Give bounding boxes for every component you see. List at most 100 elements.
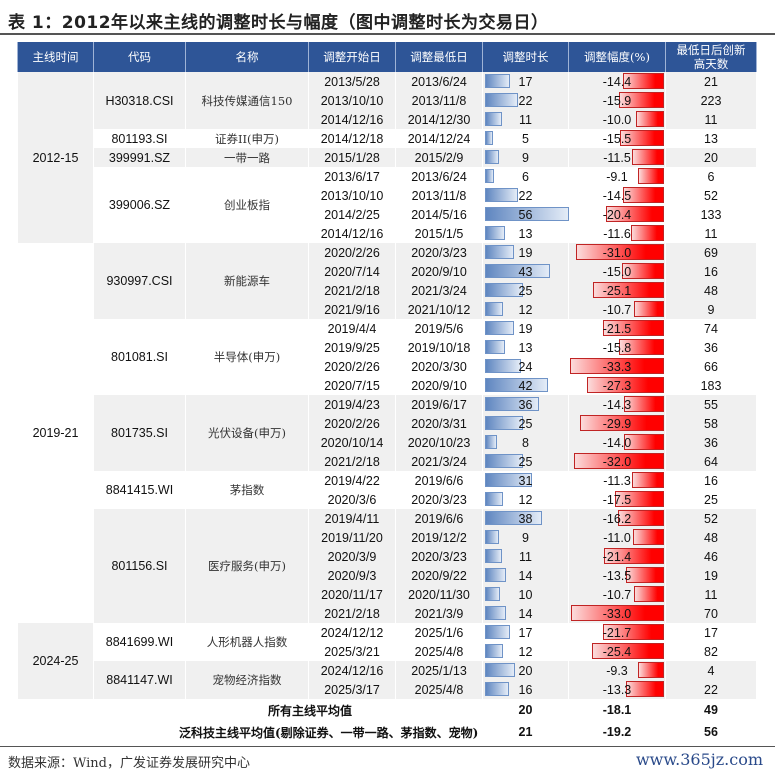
name-cell: 新能源车 xyxy=(185,243,309,319)
amplitude-bar xyxy=(604,548,664,564)
start-date-cell: 2013/10/10 xyxy=(308,91,396,110)
table-row: 8841415.WI 茅指数 2019/4/22 2019/6/6 31 -11.3 16 xyxy=(18,471,757,509)
duration-value: 9 xyxy=(522,150,529,165)
duration-value: 12 xyxy=(518,302,533,317)
new-high-days-cell: 70 xyxy=(665,604,757,623)
table-row: 2013/10/10 2013/11/8 22 -15.9 223 xyxy=(18,91,757,110)
col-header-duration: 调整时长 xyxy=(482,42,569,72)
code-cell: 801081.SI xyxy=(93,319,186,395)
start-date-cell: 2015/1/28 xyxy=(308,148,396,167)
amplitude-bar xyxy=(587,377,664,393)
start-date-cell: 2020/2/26 xyxy=(308,243,396,262)
duration-cell: 14 xyxy=(482,604,569,623)
new-high-days-cell: 183 xyxy=(665,376,757,395)
watermark: www.365jz.com xyxy=(635,750,763,769)
amplitude-value: -31.0 xyxy=(602,245,632,260)
name-cell: 一带一路 xyxy=(185,148,309,167)
amplitude-bar xyxy=(632,472,664,488)
duration-bar xyxy=(485,625,510,639)
amplitude-bar xyxy=(624,434,664,450)
new-high-days-cell: 52 xyxy=(665,509,757,528)
table-row: 2021/2/18 2021/3/24 25 -32.0 64 xyxy=(18,452,757,471)
amplitude-value: -21.4 xyxy=(602,549,632,564)
new-high-days-cell: 69 xyxy=(665,243,757,262)
amplitude-value: -33.3 xyxy=(602,359,632,374)
table-row: 2020/3/9 2020/3/23 11 -21.4 46 xyxy=(18,547,757,566)
amplitude-cell: -21.5 xyxy=(568,319,666,338)
average-amplitude: -19.2 xyxy=(568,721,666,743)
new-high-days-cell: 36 xyxy=(665,338,757,357)
amplitude-cell: -10.0 xyxy=(568,110,666,129)
amplitude-cell: -9.3 xyxy=(568,661,666,680)
code-cell: 801193.SI xyxy=(93,129,186,148)
header-row: 主线时间 代码 名称 调整开始日 调整最低日 调整时长 调整幅度(%) 最低日后… xyxy=(17,42,757,72)
low-date-cell: 2025/1/13 xyxy=(395,661,483,680)
start-date-cell: 2020/9/3 xyxy=(308,566,396,585)
start-date-cell: 2021/2/18 xyxy=(308,452,396,471)
duration-value: 16 xyxy=(518,682,533,697)
average-days: 49 xyxy=(665,699,757,721)
duration-value: 42 xyxy=(518,378,533,393)
duration-bar xyxy=(485,340,505,354)
amplitude-bar xyxy=(631,225,664,241)
duration-bar xyxy=(485,150,499,164)
table-row: 2025/3/17 2025/4/8 16 -13.3 22 xyxy=(18,680,757,699)
amplitude-value: -21.7 xyxy=(602,625,632,640)
code-cell: 801156.SI xyxy=(93,509,186,623)
duration-cell: 8 xyxy=(482,433,569,452)
duration-cell: 36 xyxy=(482,395,569,414)
title-divider xyxy=(0,33,775,35)
code-cell: 930997.CSI xyxy=(93,243,186,319)
code-cell: H30318.CSI xyxy=(93,72,186,129)
low-date-cell: 2019/6/6 xyxy=(395,471,483,490)
amplitude-cell: -17.5 xyxy=(568,490,666,509)
duration-cell: 11 xyxy=(482,547,569,566)
table-row: 2012-15 H30318.CSI 科技传媒通信150 2013/5/28 2013/… xyxy=(17,72,757,243)
col-header-new-high-days: 最低日后创新 高天数 xyxy=(665,42,757,72)
duration-bar xyxy=(485,188,518,202)
low-date-cell: 2020/9/22 xyxy=(395,566,483,585)
amplitude-value: -11.6 xyxy=(603,226,631,241)
new-high-days-cell: 58 xyxy=(665,414,757,433)
name-cell: 人形机器人指数 xyxy=(185,623,309,661)
code-cell: 8841699.WI xyxy=(93,623,186,661)
table-row: 2020/9/3 2020/9/22 14 -13.5 19 xyxy=(18,566,757,585)
average-label: 所有主线平均值 xyxy=(93,699,483,721)
table-body: 2012-15 H30318.CSI 科技传媒通信150 2013/5/28 2013/… xyxy=(17,72,757,743)
start-date-cell: 2013/6/17 xyxy=(308,167,396,186)
amplitude-cell: -21.4 xyxy=(568,547,666,566)
duration-cell: 16 xyxy=(482,680,569,699)
table-row: 2020/10/14 2020/10/23 8 -14.0 36 xyxy=(18,433,757,452)
duration-bar xyxy=(485,93,518,107)
duration-cell: 25 xyxy=(482,452,569,471)
average-row: 泛科技主线平均值(剔除证券、一带一路、茅指数、宠物) 21 -19.2 56 xyxy=(17,721,757,743)
low-date-cell: 2020/11/30 xyxy=(395,585,483,604)
duration-value: 13 xyxy=(518,340,533,355)
amplitude-value: -11.5 xyxy=(603,150,631,165)
duration-value: 31 xyxy=(518,473,533,488)
amplitude-value: -10.7 xyxy=(602,302,632,317)
duration-value: 5 xyxy=(522,131,529,146)
amplitude-cell: -11.0 xyxy=(568,528,666,547)
duration-bar xyxy=(485,435,497,449)
low-date-cell: 2013/6/24 xyxy=(395,167,483,186)
table-row: 2019-21 930997.CSI 新能源车 2020/2/26 2020/3/23 1… xyxy=(17,243,757,623)
amplitude-bar xyxy=(626,681,664,697)
duration-bar xyxy=(485,245,514,259)
duration-bar xyxy=(485,454,523,468)
low-date-cell: 2025/4/8 xyxy=(395,642,483,661)
low-date-cell: 2013/11/8 xyxy=(395,91,483,110)
low-date-cell: 2020/3/23 xyxy=(395,490,483,509)
start-date-cell: 2013/5/28 xyxy=(308,72,396,91)
low-date-cell: 2021/3/24 xyxy=(395,281,483,300)
amplitude-cell: -31.0 xyxy=(568,243,666,262)
low-date-cell: 2013/6/24 xyxy=(395,72,483,91)
amplitude-value: -11.3 xyxy=(603,473,631,488)
amplitude-cell: -20.4 xyxy=(568,205,666,224)
low-date-cell: 2014/12/24 xyxy=(395,129,483,148)
start-date-cell: 2021/9/16 xyxy=(308,300,396,319)
new-high-days-cell: 11 xyxy=(665,224,757,243)
table-row: 2020/7/15 2020/9/10 42 -27.3 183 xyxy=(18,376,757,395)
start-date-cell: 2019/9/25 xyxy=(308,338,396,357)
duration-bar xyxy=(485,74,510,88)
